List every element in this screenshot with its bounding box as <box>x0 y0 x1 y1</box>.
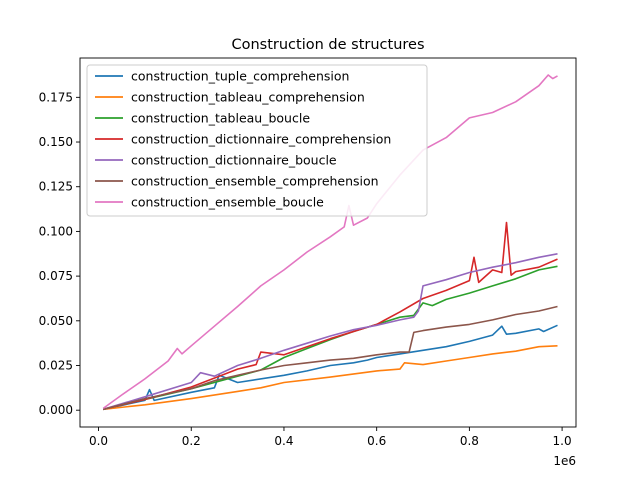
legend-label: construction_tuple_comprehension <box>131 69 349 84</box>
legend-label: construction_tableau_boucle <box>131 111 310 126</box>
y-axis: 0.000 0.025 0.050 0.075 0.100 0.125 0.150 0.175 <box>39 90 80 417</box>
x-tick-label: 0.4 <box>274 434 293 448</box>
y-tick-label: 0.025 <box>39 359 73 373</box>
plot-frame <box>79 57 577 428</box>
legend-label: construction_ensemble_comprehension <box>131 174 379 189</box>
series-line-6 <box>103 305 558 411</box>
series-line-2 <box>103 345 558 411</box>
x-tick-label: 0.2 <box>182 434 201 448</box>
legend-label: construction_ensemble_boucle <box>131 195 324 210</box>
legend-label: construction_dictionnaire_comprehension <box>131 132 391 147</box>
series-layer <box>102 74 558 411</box>
series-line-4 <box>103 221 558 411</box>
x-axis-offset-label: 1e6 <box>553 454 576 468</box>
y-tick-label: 0.150 <box>39 135 73 149</box>
chart-title: Construction de structures <box>231 37 424 53</box>
legend-label: construction_dictionnaire_boucle <box>131 153 337 168</box>
x-axis: 0.0 0.2 0.4 0.6 0.8 1.0 <box>89 427 572 448</box>
x-tick-label: 0.0 <box>89 434 108 448</box>
series-line-5 <box>102 253 558 411</box>
y-tick-label: 0.125 <box>39 180 73 194</box>
series-line-1 <box>103 324 558 411</box>
legend-label: construction_tableau_comprehension <box>131 90 365 105</box>
y-tick-label: 0.050 <box>39 314 73 328</box>
x-tick-label: 0.8 <box>460 434 479 448</box>
y-tick-label: 0.175 <box>39 90 73 104</box>
legend: construction_tuple_comprehension construc… <box>86 64 428 217</box>
x-tick-label: 0.6 <box>367 434 386 448</box>
y-tick-label: 0.100 <box>39 224 73 238</box>
legend-box <box>86 64 428 217</box>
x-tick-label: 1.0 <box>553 434 572 448</box>
y-tick-label: 0.000 <box>39 403 73 417</box>
y-tick-label: 0.075 <box>39 269 73 283</box>
